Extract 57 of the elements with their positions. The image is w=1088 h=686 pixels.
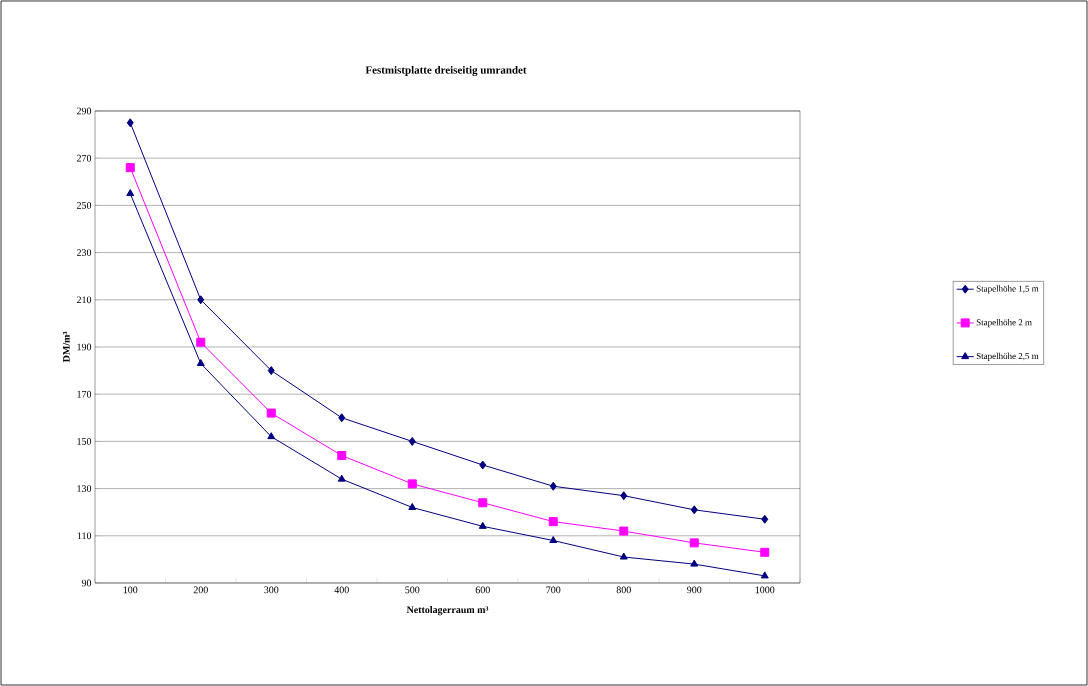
y-tick-label: 290: [76, 107, 92, 115]
point: [619, 526, 629, 536]
y-tick-label: 270: [76, 154, 92, 162]
point: [337, 451, 347, 461]
legend-label: Stapelhöhe 2,5 m: [976, 352, 1039, 361]
x-tick-label: 900: [687, 586, 702, 594]
point: [407, 479, 417, 489]
y-tick-label: 90: [81, 579, 92, 587]
point: [549, 481, 557, 491]
legend-label: Stapelhöhe 1,5 m: [976, 285, 1039, 294]
y-tick-label: 190: [77, 343, 92, 351]
point: [690, 505, 698, 515]
point: [549, 536, 558, 543]
point: [760, 547, 770, 557]
point: [266, 408, 276, 418]
point: [478, 521, 487, 529]
point: [760, 571, 769, 579]
point: [689, 538, 699, 548]
point: [620, 491, 628, 501]
point: [125, 163, 135, 173]
point: [478, 498, 488, 508]
point: [196, 337, 206, 347]
x-axis-title: Nettolagerraum m³: [406, 606, 489, 616]
x-tick-label: 500: [405, 586, 420, 594]
y-tick-label: 170: [77, 390, 92, 398]
x-tick-label: 300: [264, 586, 279, 594]
point: [197, 295, 205, 305]
y-tick-label: 210: [76, 296, 92, 304]
x-tick-label: 600: [475, 586, 490, 594]
point: [479, 460, 487, 470]
point: [267, 432, 276, 440]
point: [408, 502, 417, 510]
point: [267, 366, 275, 376]
point: [619, 552, 628, 560]
y-tick-label: 110: [77, 532, 92, 540]
point: [408, 436, 416, 446]
point: [761, 514, 769, 524]
point: [690, 559, 699, 567]
point: [126, 118, 134, 128]
point: [548, 517, 558, 527]
x-tick-label: 200: [193, 586, 208, 594]
x-tick-label: 100: [123, 586, 138, 594]
y-tick-label: 130: [77, 485, 92, 492]
x-tick-label: 800: [616, 586, 631, 594]
y-tick-label: 230: [76, 249, 92, 256]
y-tick-label: 250: [76, 202, 92, 209]
y-axis-title: DM/m³: [63, 331, 70, 363]
y-tick-label: 150: [77, 438, 92, 445]
x-tick-label: 400: [334, 586, 349, 594]
point: [337, 474, 346, 482]
x-tick-label: 1000: [755, 586, 775, 594]
point: [126, 189, 135, 197]
point: [338, 413, 346, 423]
x-tick-label: 700: [546, 586, 561, 594]
legend-label: Stapelhöhe 2 m: [976, 319, 1032, 328]
chart-title: Festmistplatte dreiseitig umrandet: [365, 65, 527, 76]
point: [196, 359, 205, 366]
